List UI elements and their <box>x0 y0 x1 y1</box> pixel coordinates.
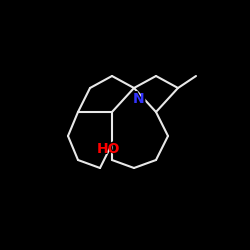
Text: N: N <box>131 90 146 108</box>
Text: HO: HO <box>97 142 120 156</box>
Text: HO: HO <box>94 140 124 158</box>
Text: N: N <box>133 92 144 106</box>
